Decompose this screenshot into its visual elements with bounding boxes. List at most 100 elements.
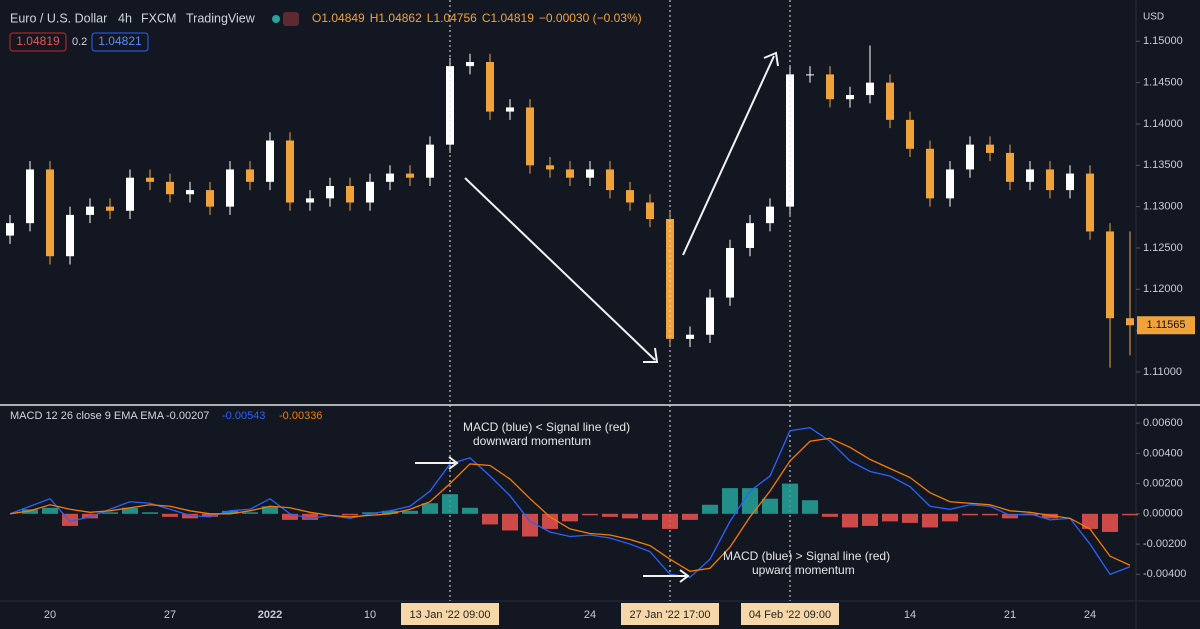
x-tick-label: 04 Feb '22 09:00 bbox=[749, 609, 831, 621]
arrow-head bbox=[448, 456, 459, 470]
x-tick-label: 10 bbox=[364, 609, 376, 621]
candle-body bbox=[366, 181, 374, 203]
candle-body bbox=[846, 95, 854, 100]
candle-body bbox=[386, 173, 394, 182]
histogram-bar bbox=[622, 513, 638, 519]
histogram-bar bbox=[182, 513, 198, 519]
time-label-box bbox=[741, 603, 839, 625]
histogram-bar bbox=[822, 513, 838, 517]
signal-value: -0.00336 bbox=[279, 410, 322, 422]
histogram-bar bbox=[422, 503, 438, 514]
histogram-bar bbox=[402, 510, 418, 514]
histogram-bar bbox=[642, 513, 658, 520]
y-tick-label: 0.00600 bbox=[1143, 417, 1183, 429]
x-tick-label: 13 Jan '22 09:00 bbox=[409, 609, 490, 621]
candle-body bbox=[186, 190, 194, 195]
bid: 1.04819 bbox=[16, 34, 60, 48]
spread: 0.2 bbox=[72, 36, 87, 48]
candle-body bbox=[46, 169, 54, 257]
x-tick-label: 24 bbox=[1084, 609, 1096, 621]
y-tick-label: 1.12500 bbox=[1143, 242, 1183, 254]
candle-body bbox=[566, 169, 574, 178]
y-tick-label: 1.14500 bbox=[1143, 77, 1183, 89]
candle-body bbox=[866, 82, 874, 96]
time-label-box bbox=[621, 603, 719, 625]
histogram-bar bbox=[682, 513, 698, 520]
histogram-bar bbox=[762, 498, 778, 514]
candle-body bbox=[306, 198, 314, 203]
candle-body bbox=[6, 223, 14, 236]
y-tick-label: 1.13000 bbox=[1143, 201, 1183, 213]
candle-body bbox=[886, 82, 894, 120]
time-label-box bbox=[401, 603, 499, 625]
candle-body bbox=[466, 61, 474, 67]
histogram-bar bbox=[122, 507, 138, 514]
macd-line-value: -0.00543 bbox=[222, 410, 265, 422]
histogram-bar bbox=[222, 510, 238, 514]
histogram-bar bbox=[502, 513, 518, 531]
status-badge bbox=[283, 12, 299, 26]
source: FXCM bbox=[141, 11, 176, 25]
marks: 1.15000 1.14500 1.14000 1.13500 1.13000 1.125… bbox=[6, 0, 1195, 625]
histogram-bar bbox=[22, 509, 38, 514]
candle-body bbox=[226, 169, 234, 207]
candle-body bbox=[746, 223, 754, 248]
candle-body bbox=[286, 140, 294, 203]
candle-body bbox=[906, 119, 914, 149]
platform: TradingView bbox=[186, 11, 256, 25]
candle-body bbox=[1026, 169, 1034, 182]
candle-body bbox=[686, 334, 694, 339]
candle-body bbox=[1126, 318, 1134, 326]
histogram-bar bbox=[882, 513, 898, 522]
candle-body bbox=[986, 144, 994, 153]
currency: USD bbox=[1143, 12, 1164, 23]
histogram-bar bbox=[162, 513, 178, 517]
candle-body bbox=[126, 177, 134, 211]
y-tick-label: -0.00400 bbox=[1143, 568, 1186, 580]
candle-body bbox=[206, 190, 214, 207]
trend-arrows bbox=[415, 51, 779, 583]
candle-body bbox=[1046, 169, 1054, 191]
candle-body bbox=[1066, 173, 1074, 191]
arrow bbox=[682, 55, 775, 256]
y-tick-label: 0.00200 bbox=[1143, 477, 1183, 489]
candle-body bbox=[1086, 173, 1094, 232]
candle-body bbox=[506, 107, 514, 112]
candle-body bbox=[766, 206, 774, 224]
candle-body bbox=[1106, 231, 1114, 319]
candle-body bbox=[926, 148, 934, 199]
candle-body bbox=[346, 185, 354, 203]
histogram-bar bbox=[142, 512, 158, 514]
histogram-bar bbox=[442, 494, 458, 514]
annotation: downward momentum bbox=[473, 434, 591, 448]
x-tick-label: 14 bbox=[904, 609, 916, 621]
candle-body bbox=[806, 74, 814, 76]
candle-body bbox=[106, 206, 114, 211]
y-tick-label: 1.14000 bbox=[1143, 118, 1183, 130]
candle-body bbox=[726, 247, 734, 298]
arrow-head bbox=[763, 51, 779, 67]
macd-line bbox=[9, 426, 1131, 579]
histogram-bar bbox=[722, 488, 738, 514]
arrow bbox=[464, 177, 656, 361]
header: Euro / U.S. Dollar 4h FXCM TradingView 1… bbox=[9, 11, 1164, 577]
candle-body bbox=[546, 165, 554, 170]
histogram-bar bbox=[1082, 513, 1098, 529]
histogram-bar bbox=[902, 513, 918, 523]
histogram-bar bbox=[362, 512, 378, 514]
bid-box[interactable] bbox=[9, 32, 67, 52]
histogram-bar bbox=[802, 500, 818, 514]
histogram-bar bbox=[1122, 513, 1138, 516]
histogram-bar bbox=[942, 513, 958, 522]
histogram-bar bbox=[302, 513, 318, 520]
ohlc-value: O1.04849 bbox=[312, 11, 365, 25]
candle-body bbox=[326, 185, 334, 199]
histogram-bar bbox=[922, 513, 938, 528]
annotation: MACD (blue) < Signal line (red) bbox=[463, 420, 630, 434]
ask-box[interactable] bbox=[91, 32, 149, 52]
candle-body bbox=[626, 190, 634, 203]
candle-body bbox=[166, 181, 174, 195]
ohlc-value: C1.04819 bbox=[482, 11, 534, 25]
